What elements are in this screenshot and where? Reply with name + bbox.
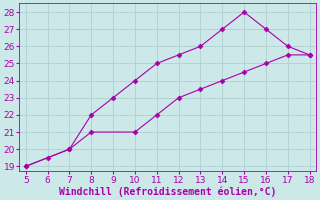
X-axis label: Windchill (Refroidissement éolien,°C): Windchill (Refroidissement éolien,°C) — [59, 186, 276, 197]
